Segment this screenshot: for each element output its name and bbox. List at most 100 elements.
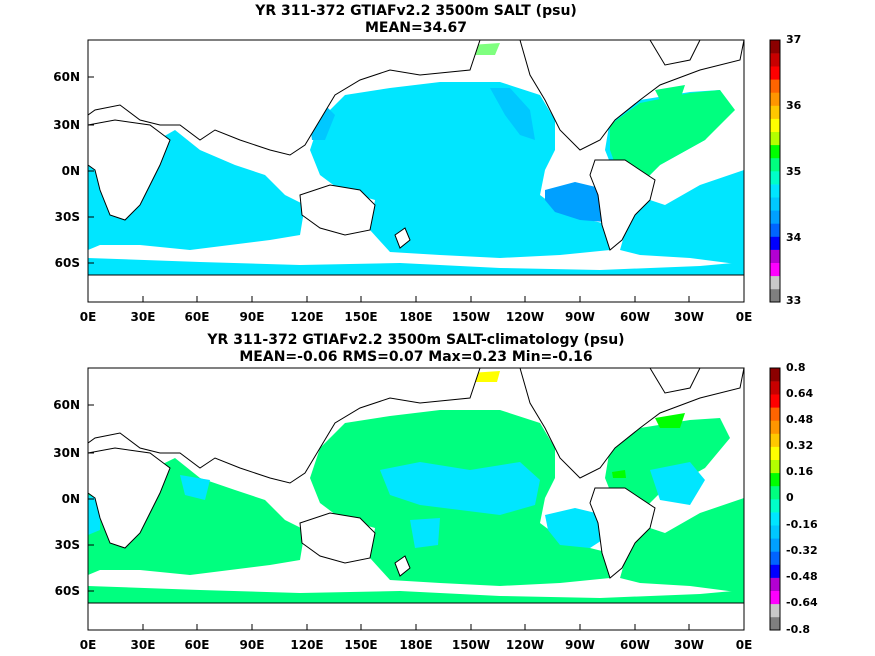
p2-xlabel: 120E bbox=[290, 638, 324, 652]
colorbar-swatch bbox=[770, 525, 780, 539]
p2-colorbar-label: 0.8 bbox=[786, 361, 806, 374]
p1-xlabel: 90E bbox=[239, 310, 265, 324]
p2-xlabel: 0E bbox=[735, 638, 753, 652]
colorbar-swatch bbox=[770, 236, 780, 250]
p1-xlabel: 180E bbox=[399, 310, 433, 324]
p1-xlabel: 0E bbox=[79, 310, 97, 324]
p1-xlabel: 30W bbox=[674, 310, 704, 324]
p2-xlabel: 120W bbox=[505, 638, 545, 652]
p2-xlabel: 90E bbox=[239, 638, 265, 652]
p2-xlabel: 30W bbox=[674, 638, 704, 652]
p2-xlabel: 90W bbox=[565, 638, 595, 652]
colorbar-swatch bbox=[770, 288, 780, 303]
colorbar-swatch bbox=[770, 262, 780, 277]
p1-ylabel-60n: 60N bbox=[53, 70, 80, 84]
panel2-ticks bbox=[88, 404, 690, 630]
colorbar-swatch bbox=[770, 368, 780, 382]
panel1-subtitle: MEAN=34.67 bbox=[364, 20, 468, 36]
colorbar-swatch bbox=[770, 92, 780, 106]
panel1-title: YR 311-372 GTIAFv2.2 3500m SALT (psu) bbox=[255, 3, 577, 19]
p2-colorbar-label: 0.32 bbox=[786, 439, 814, 452]
panel2-colorbar bbox=[769, 367, 781, 631]
p2-colorbar-label: 0.64 bbox=[786, 387, 814, 400]
p2-colorbar-label: 0.48 bbox=[786, 413, 814, 426]
p2-colorbar-label: -0.48 bbox=[786, 570, 818, 583]
p1-ylabel-0n: 0N bbox=[61, 164, 80, 178]
colorbar-swatch bbox=[770, 171, 780, 185]
colorbar-swatch bbox=[770, 590, 780, 605]
p1-colorbar-label: 34 bbox=[786, 231, 802, 244]
p1-ylabel-30s: 30S bbox=[54, 210, 80, 224]
colorbar-swatch bbox=[770, 184, 780, 198]
panel1-map bbox=[87, 39, 745, 303]
p2-ylabel-0n: 0N bbox=[61, 492, 80, 506]
colorbar-swatch bbox=[770, 616, 780, 631]
p2-colorbar-label: -0.32 bbox=[786, 544, 818, 557]
p2-colorbar-label: -0.16 bbox=[786, 518, 818, 531]
colorbar-swatch bbox=[770, 433, 780, 447]
colorbar-swatch bbox=[770, 564, 780, 578]
panel1-ticks bbox=[88, 76, 690, 302]
p1-ylabel-60s: 60S bbox=[54, 256, 80, 270]
p2-xlabel: 150W bbox=[451, 638, 491, 652]
p2-ylabel-60n: 60N bbox=[53, 398, 80, 412]
p1-xlabel: 60E bbox=[184, 310, 210, 324]
p1-xlabel: 0E bbox=[735, 310, 753, 324]
colorbar-swatch bbox=[770, 223, 780, 237]
p2-ylabel-30s: 30S bbox=[54, 538, 80, 552]
p2-xlabel: 60W bbox=[620, 638, 650, 652]
p1-ylabel-30n: 30N bbox=[53, 118, 80, 132]
p1-colorbar-label: 37 bbox=[786, 33, 802, 46]
panel2-subtitle: MEAN=-0.06 RMS=0.07 Max=0.23 Min=-0.16 bbox=[239, 349, 593, 365]
panel1-colorbar bbox=[769, 39, 781, 303]
p1-xlabel: 30E bbox=[130, 310, 156, 324]
p2-colorbar-label: 0 bbox=[786, 491, 794, 504]
colorbar-swatch bbox=[770, 538, 780, 552]
colorbar-swatch bbox=[770, 79, 780, 93]
p1-xlabel: 120E bbox=[290, 310, 324, 324]
p2-ylabel-30n: 30N bbox=[53, 446, 80, 460]
p1-colorbar-label: 35 bbox=[786, 165, 802, 178]
colorbar-swatch bbox=[770, 394, 780, 408]
p2-xlabel: 0E bbox=[79, 638, 97, 652]
colorbar-swatch bbox=[770, 249, 780, 263]
colorbar-swatch bbox=[770, 603, 780, 618]
colorbar-swatch bbox=[770, 210, 780, 224]
colorbar-swatch bbox=[770, 66, 780, 80]
colorbar-outline bbox=[769, 39, 781, 303]
colorbar-swatch bbox=[770, 472, 780, 487]
p1-xlabel: 60W bbox=[620, 310, 650, 324]
colorbar-swatch bbox=[770, 446, 780, 460]
p1-xlabel: 150E bbox=[344, 310, 378, 324]
colorbar-swatch bbox=[770, 118, 780, 132]
p1-xlabel: 90W bbox=[565, 310, 595, 324]
colorbar-swatch bbox=[770, 551, 780, 565]
p2-xlabel: 180E bbox=[399, 638, 433, 652]
colorbar-swatch bbox=[770, 512, 780, 526]
colorbar-swatch bbox=[770, 53, 780, 67]
p2-xlabel: 150E bbox=[344, 638, 378, 652]
p2-xlabel: 60E bbox=[184, 638, 210, 652]
p2-colorbar-label: -0.8 bbox=[786, 623, 811, 636]
p1-xlabel: 150W bbox=[451, 310, 491, 324]
colorbar-swatch bbox=[770, 131, 780, 146]
p2-colorbar-label: -0.64 bbox=[786, 596, 818, 609]
p1-xlabel: 120W bbox=[505, 310, 545, 324]
colorbar-swatch bbox=[770, 459, 780, 474]
colorbar-swatch bbox=[770, 40, 780, 54]
panel2-map bbox=[87, 367, 745, 631]
colorbar-swatch bbox=[770, 485, 780, 500]
p2-ylabel-60s: 60S bbox=[54, 584, 80, 598]
colorbar-swatch bbox=[770, 275, 780, 290]
colorbar-swatch bbox=[770, 420, 780, 434]
colorbar-swatch bbox=[770, 144, 780, 159]
colorbar-swatch bbox=[770, 197, 780, 211]
colorbar-swatch bbox=[770, 499, 780, 513]
p2-colorbar-label: 0.16 bbox=[786, 465, 814, 478]
colorbar-outline bbox=[769, 367, 781, 631]
p1-colorbar-label: 33 bbox=[786, 294, 802, 307]
colorbar-swatch bbox=[770, 407, 780, 421]
p2-xlabel: 30E bbox=[130, 638, 156, 652]
colorbar-swatch bbox=[770, 105, 780, 119]
